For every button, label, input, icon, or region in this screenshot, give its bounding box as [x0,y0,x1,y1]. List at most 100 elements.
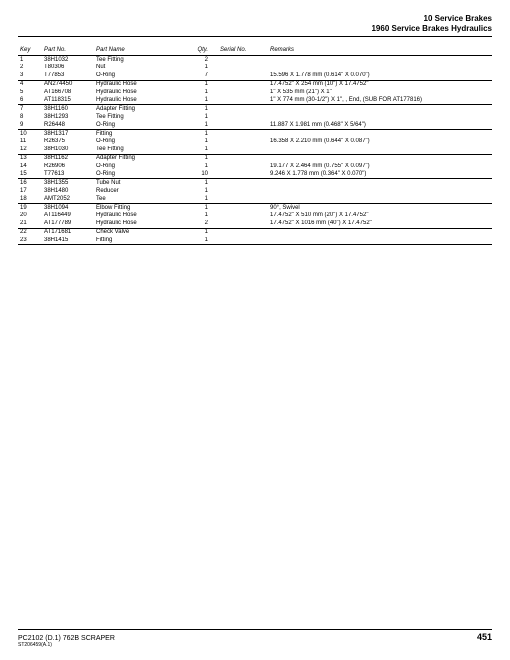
cell-key: 10 [18,130,42,138]
cell-name: Tee Fitting [94,113,190,121]
col-qty: Qty. [190,45,218,56]
col-partno: Part No. [42,45,94,56]
table-header-row: Key Part No. Part Name Qty. Serial No. R… [18,45,492,56]
cell-name: Hydraulic Hose [94,220,190,228]
cell-remarks: 9.246 X 1.778 mm (0.364" X 0.070") [268,170,492,178]
table-row: 2338H1415Fitting1 [18,237,492,245]
table-row: 11R26375O-Ring116.358 X 2.210 mm (0.644"… [18,138,492,146]
cell-partno: 38H1032 [42,56,94,64]
footer-left: PC2102 (D.1) 762B SCRAPER ST206459(A.1) [18,635,115,648]
cell-key: 23 [18,237,42,245]
table-row: 138H1032Tee Fitting2 [18,56,492,64]
cell-name: Tee Fitting [94,146,190,154]
cell-key: 8 [18,113,42,121]
table-row: 2T80306Nut1 [18,64,492,72]
cell-partno: AN274450 [42,80,94,88]
footer-sub: ST206459(A.1) [18,642,115,648]
cell-partno: AT116449 [42,212,94,220]
cell-key: 20 [18,212,42,220]
cell-serial [218,228,268,236]
table-row: 5AT166708Hydraulic Hose11" X 535 mm (21"… [18,89,492,97]
cell-name: Adapter Fitting [94,154,190,162]
cell-key: 13 [18,154,42,162]
cell-qty: 1 [190,96,218,104]
cell-partno: R26448 [42,121,94,129]
table-row: 18AMT2052Tee1 [18,195,492,203]
cell-partno: R26906 [42,163,94,171]
cell-remarks: 19.177 X 2.464 mm (0.755" X 0.097") [268,163,492,171]
cell-name: O-Ring [94,121,190,129]
table-row: 738H1160Adapter Fitting1 [18,105,492,113]
footer-row: PC2102 (D.1) 762B SCRAPER ST206459(A.1) … [18,632,492,648]
cell-remarks [268,64,492,72]
cell-name: Fitting [94,130,190,138]
cell-qty: 10 [190,170,218,178]
cell-qty: 1 [190,121,218,129]
page-footer: PC2102 (D.1) 762B SCRAPER ST206459(A.1) … [18,629,492,648]
cell-remarks [268,105,492,113]
cell-remarks: 17.4752" X 510 mm (20") X 17.4752" [268,212,492,220]
cell-serial [218,146,268,154]
table-row: 20AT116449Hydraulic Hose117.4752" X 510 … [18,212,492,220]
cell-key: 4 [18,80,42,88]
cell-partno: AT171681 [42,228,94,236]
cell-remarks [268,113,492,121]
cell-name: Fitting [94,237,190,245]
cell-key: 5 [18,89,42,97]
cell-serial [218,154,268,162]
page: 10 Service Brakes 1960 Service Brakes Hy… [0,0,510,660]
cell-remarks: 16.358 X 2.210 mm (0.644" X 0.087") [268,138,492,146]
cell-serial [218,187,268,195]
cell-serial [218,80,268,88]
cell-serial [218,170,268,178]
cell-name: Tube Nut [94,179,190,187]
cell-remarks [268,237,492,245]
cell-remarks [268,195,492,203]
cell-partno: AT166708 [42,89,94,97]
cell-key: 1 [18,56,42,64]
cell-serial [218,212,268,220]
table-row: 3T77853O-Ring715.596 X 1.778 mm (0.614" … [18,72,492,80]
cell-serial [218,163,268,171]
col-remarks: Remarks [268,45,492,56]
cell-remarks [268,56,492,64]
header-line-1: 10 Service Brakes [18,14,492,24]
cell-serial [218,64,268,72]
cell-qty: 1 [190,228,218,236]
cell-name: O-Ring [94,170,190,178]
cell-remarks [268,154,492,162]
cell-qty: 1 [190,237,218,245]
cell-qty: 1 [190,130,218,138]
cell-partno: 38H1094 [42,204,94,212]
table-row: 1238H1030Tee Fitting1 [18,146,492,154]
cell-name: Nut [94,64,190,72]
cell-key: 9 [18,121,42,129]
cell-name: Hydraulic Hose [94,96,190,104]
cell-partno: 38H1355 [42,179,94,187]
cell-qty: 1 [190,163,218,171]
table-row: 1638H1355Tube Nut1 [18,179,492,187]
table-row: 14R26906O-Ring119.177 X 2.464 mm (0.755"… [18,163,492,171]
cell-qty: 1 [190,187,218,195]
cell-partno: T77613 [42,170,94,178]
cell-name: Check Valve [94,228,190,236]
cell-remarks: 11.887 X 1.981 mm (0.468" X 5/64") [268,121,492,129]
cell-qty: 1 [190,146,218,154]
cell-serial [218,72,268,80]
cell-key: 19 [18,204,42,212]
cell-qty: 1 [190,204,218,212]
cell-remarks [268,228,492,236]
cell-name: O-Ring [94,72,190,80]
cell-key: 15 [18,170,42,178]
table-row: 1338H1162Adapter Fitting1 [18,154,492,162]
cell-qty: 1 [190,138,218,146]
table-row: 838H1293Tee Fitting1 [18,113,492,121]
cell-name: Hydraulic Hose [94,80,190,88]
cell-qty: 1 [190,89,218,97]
cell-qty: 1 [190,80,218,88]
cell-remarks [268,179,492,187]
cell-serial [218,130,268,138]
cell-key: 17 [18,187,42,195]
cell-remarks: 15.596 X 1.778 mm (0.614" X 0.070") [268,72,492,80]
cell-qty: 1 [190,179,218,187]
